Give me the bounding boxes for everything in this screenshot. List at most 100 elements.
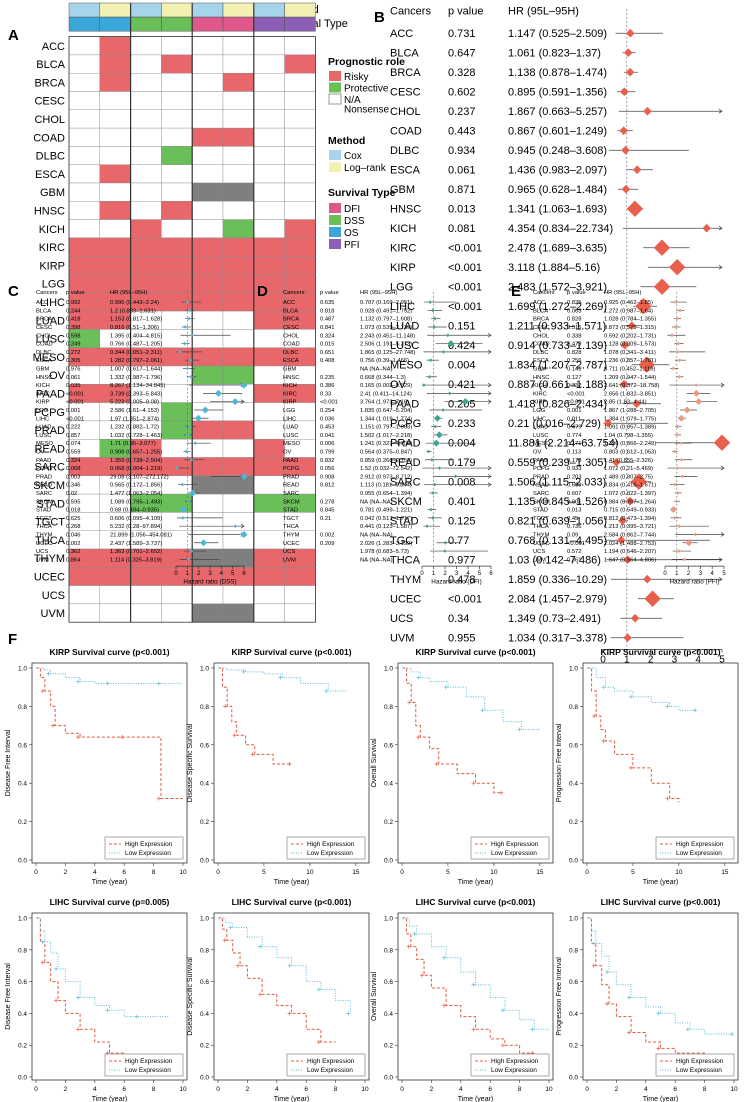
x-axis-title: Time (year) <box>458 1096 494 1102</box>
forest-pvalue: <0.001 <box>66 391 84 397</box>
censor-mark <box>278 675 283 680</box>
forest-hr-text: 1.073 (0.539–2.139) <box>360 325 412 331</box>
hr-diamond <box>653 239 671 256</box>
method-cell <box>191 2 224 18</box>
forest-pvalue: 0.015 <box>320 342 335 348</box>
hr-diamond <box>675 350 680 354</box>
x-tick-label: 4 <box>644 1086 648 1093</box>
hr-diamond <box>188 358 193 362</box>
forest-pvalue: 0.386 <box>320 383 335 389</box>
heatmap-cell <box>284 219 316 239</box>
forest-hr-text: 1.436 (0.983–2.097) <box>508 165 607 177</box>
x-tick-label: 10 <box>179 1086 187 1093</box>
forest-pvalue: 0.001 <box>567 408 582 414</box>
heatmap-cell <box>222 182 254 202</box>
forest-hr-text: 1.344 (1.019–1.774) <box>360 416 412 422</box>
legend-swatch <box>329 203 341 213</box>
heatmap-row-label: UCS <box>42 590 65 602</box>
heatmap-cell <box>99 603 131 623</box>
header-hr: HR (95L–95H) <box>110 290 147 296</box>
heatmap-cell <box>68 127 100 147</box>
heatmap-cell <box>253 164 285 184</box>
hr-diamond <box>623 555 632 565</box>
forest-pvalue: 0.056 <box>320 466 335 472</box>
km-high-curve <box>36 667 183 800</box>
forest-cancer-label: DLBC <box>283 350 298 356</box>
forest-cancer-label: LIHC <box>533 416 546 422</box>
forest-pvalue: 0.976 <box>66 366 81 372</box>
heatmap-cell <box>130 91 162 110</box>
y-tick-label: 0.2 <box>18 1043 27 1050</box>
forest-pvalue: 0.825 <box>567 300 582 306</box>
hr-diamond <box>619 126 628 136</box>
heatmap-cell <box>191 201 224 220</box>
forest-hr-text: 0.859 (0.268–2.756) <box>360 458 412 464</box>
y-axis-title: Disease Free Interval <box>5 729 12 796</box>
heatmap-row-label: ACC <box>42 41 65 53</box>
hr-diamond <box>675 491 680 495</box>
heatmap-cell <box>161 182 193 202</box>
censor-mark <box>287 762 292 766</box>
ci-arrow <box>720 465 725 471</box>
forest-pvalue: 0.361 <box>567 557 582 563</box>
forest-cancer-label: PAAD <box>36 458 51 464</box>
km-frame <box>397 912 554 1081</box>
censor-mark <box>665 796 670 801</box>
forest-hr-text: 1.384 (1.079–1.775) <box>604 416 656 422</box>
forest-cancer-label: COAD <box>533 342 550 348</box>
panel-label: D <box>257 283 268 300</box>
hr-diamond <box>178 350 182 354</box>
heatmap-cell <box>253 91 285 110</box>
forest-hr-text: 1.477 (1.063–2.054) <box>110 491 162 497</box>
heatmap-cell <box>253 530 285 550</box>
forest-pvalue: 0.34 <box>448 613 469 625</box>
legend-survival-item: OS <box>344 228 359 239</box>
forest-hr-text: 2.586 (1.61–4.153) <box>110 408 159 414</box>
censor-mark <box>685 1027 690 1032</box>
forest-hr-text: 1.835 (0.647–5.204) <box>360 408 412 414</box>
censor-mark <box>627 1030 632 1035</box>
forest-cancer-label: KICH <box>36 383 50 389</box>
hr-diamond <box>425 524 429 528</box>
forest-pvalue: 0.205 <box>448 399 476 411</box>
x-tick-label: 2 <box>246 1086 250 1093</box>
heatmap-cell <box>253 146 285 165</box>
forest-hr-text: 1.135 (0.845–1.526) <box>508 496 607 508</box>
hr-diamond <box>676 424 680 429</box>
y-tick-label: 0.6 <box>18 979 27 986</box>
heatmap-row-label: BRCA <box>34 77 65 89</box>
forest-cancer-label: UCEC <box>533 541 549 547</box>
forest-pvalue: 0.871 <box>448 184 476 196</box>
km-legend-high: High Expression <box>491 1058 539 1065</box>
y-tick-label: 0.6 <box>384 979 393 986</box>
forest-cancer-label: THCA <box>283 524 299 530</box>
km-high-curve <box>402 917 535 1054</box>
forest-cancer-label: PRAD <box>390 438 421 450</box>
km-legend-high: High Expression <box>307 841 355 848</box>
hr-diamond <box>679 457 684 462</box>
forest-hr-text: 0.565 (0.172–1.856) <box>110 483 162 489</box>
forest-pvalue: 0.774 <box>567 433 582 439</box>
header-pvalue: p value <box>320 290 339 296</box>
heatmap-cell <box>130 603 162 623</box>
forest-pvalue: 0.572 <box>567 549 582 555</box>
y-tick-label: 0.0 <box>569 858 578 865</box>
forest-cancer-label: ACC <box>283 300 295 306</box>
x-tick-label: 4 <box>93 869 97 876</box>
hr-diamond <box>673 325 678 329</box>
forest-pvalue: 0.061 <box>448 165 476 177</box>
x-tick-label: 10 <box>361 1086 369 1093</box>
forest-hr-text: 5.223 (3.005–9.08) <box>110 400 159 406</box>
forest-pvalue: 0.004 <box>448 360 476 372</box>
forest-cancer-label: READ <box>36 483 52 489</box>
heatmap-cell <box>284 201 316 220</box>
forest-cancer-label: KIRP <box>390 262 416 274</box>
censor-mark <box>499 790 504 795</box>
hr-diamond <box>612 457 621 467</box>
hr-diamond <box>189 549 194 553</box>
forest-pvalue: <0.001 <box>567 391 585 397</box>
forest-cancer-label: BRCA <box>390 67 421 79</box>
y-axis-title: Disease Free Interval <box>5 963 12 1030</box>
ci-arrow <box>487 474 492 479</box>
forest-cancer-label: KICH <box>533 383 547 389</box>
